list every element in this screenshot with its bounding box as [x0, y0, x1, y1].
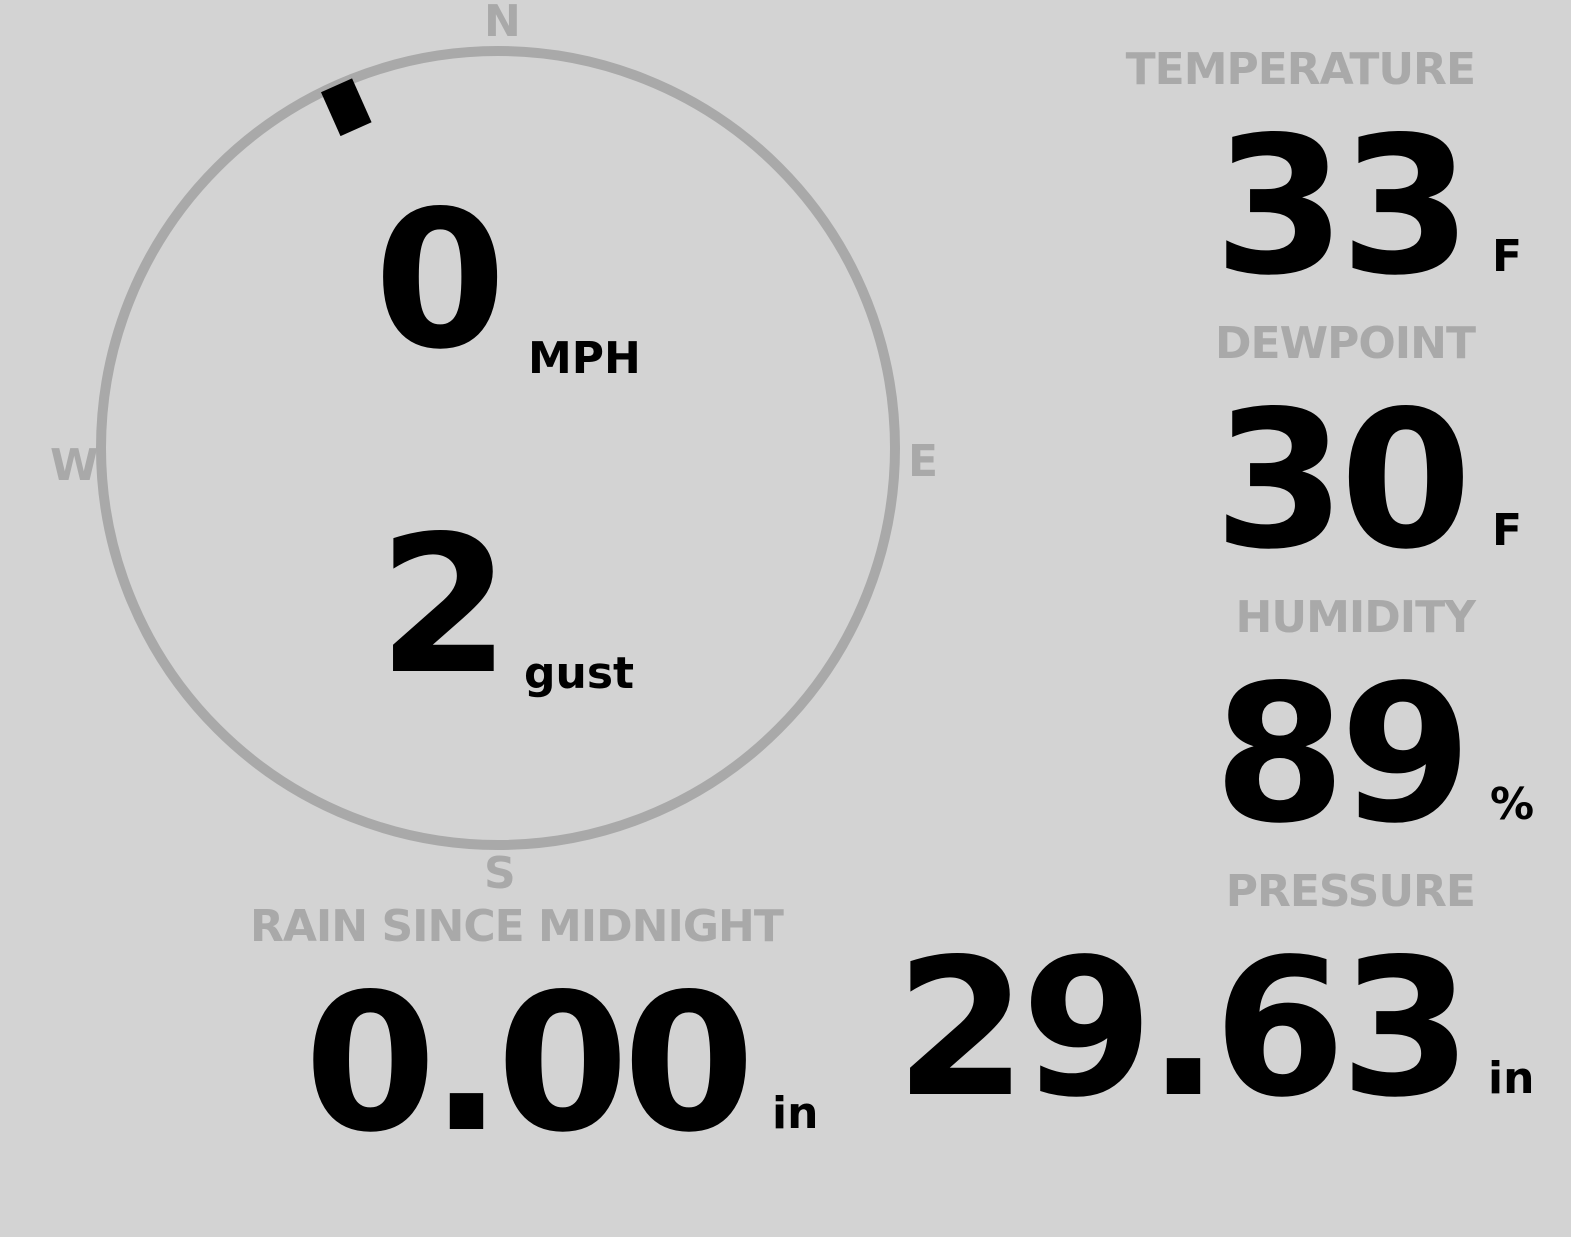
- compass-south: S: [484, 848, 516, 899]
- wind-speed-unit: MPH: [528, 333, 641, 384]
- pressure-label: PRESSURE: [1225, 866, 1476, 917]
- dewpoint-value: 30: [1213, 370, 1472, 591]
- compass-west: W: [50, 440, 99, 491]
- rain-label: RAIN SINCE MIDNIGHT: [250, 901, 784, 952]
- wind-gust-unit: gust: [524, 648, 635, 699]
- dewpoint-unit: F: [1492, 505, 1523, 556]
- humidity-value: 89: [1213, 644, 1472, 865]
- pressure-value: 29.63: [895, 918, 1472, 1139]
- temperature-label: TEMPERATURE: [1125, 44, 1476, 95]
- humidity-unit: %: [1490, 779, 1535, 830]
- wind-direction-marker: [320, 78, 372, 137]
- wind-gust-value: 2: [378, 495, 510, 716]
- rain-unit: in: [772, 1088, 819, 1139]
- humidity-label: HUMIDITY: [1235, 592, 1476, 643]
- compass-north: N: [484, 0, 521, 47]
- wind-compass: [96, 46, 900, 850]
- compass-east: E: [908, 436, 939, 487]
- dewpoint-label: DEWPOINT: [1215, 318, 1476, 369]
- pressure-unit: in: [1488, 1053, 1535, 1104]
- temperature-value: 33: [1213, 96, 1472, 317]
- rain-value: 0.00: [304, 953, 755, 1174]
- compass-ring: [96, 46, 900, 850]
- wind-speed-value: 0: [374, 170, 506, 391]
- temperature-unit: F: [1492, 231, 1523, 282]
